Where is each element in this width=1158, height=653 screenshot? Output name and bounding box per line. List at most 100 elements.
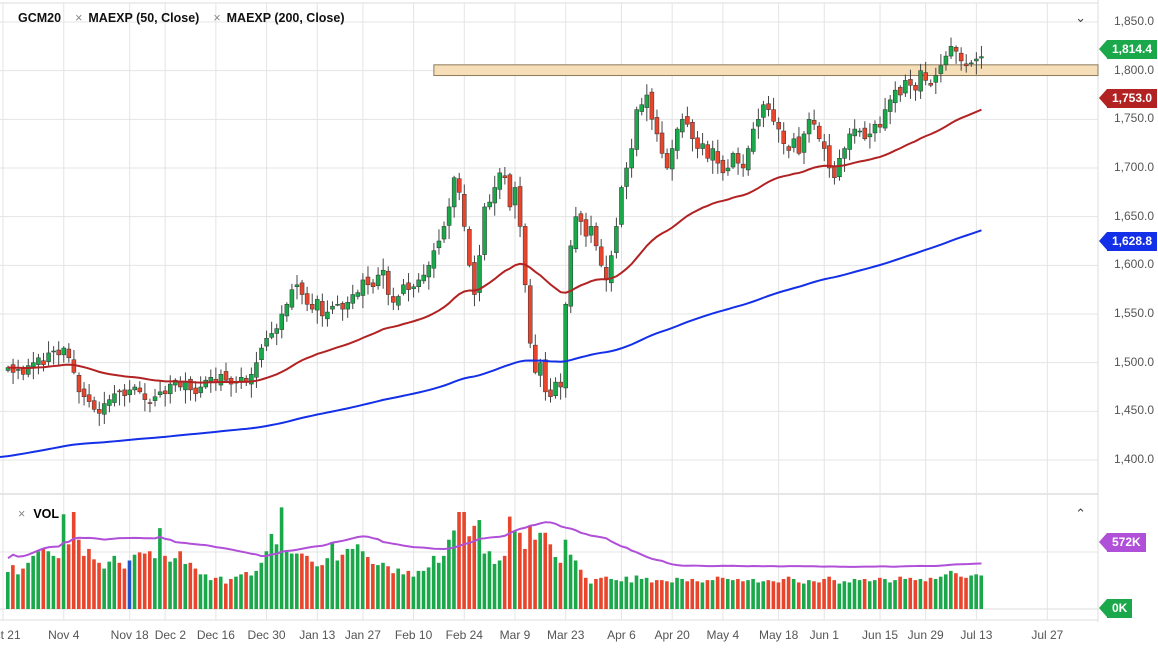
- close-icon[interactable]: ×: [18, 507, 26, 521]
- candle-up: [36, 357, 41, 365]
- volume-bar: [97, 562, 101, 609]
- candle-up: [492, 187, 497, 204]
- volume-bar: [26, 562, 30, 609]
- volume-bar: [796, 582, 801, 609]
- volume-bar: [36, 551, 41, 609]
- volume-bar: [274, 544, 279, 609]
- legend-symbol: GCM20: [18, 11, 62, 25]
- candle-down: [507, 174, 513, 208]
- candle-up: [979, 56, 984, 59]
- candle-up: [933, 75, 939, 83]
- candle-down: [406, 282, 411, 290]
- legend-ma200-label: MAEXP (200, Close): [226, 11, 345, 25]
- candle-down: [593, 226, 599, 247]
- candle-down: [735, 153, 741, 164]
- volume-bar: [163, 555, 167, 609]
- volume-bar: [21, 568, 25, 609]
- volume-bar: [391, 573, 395, 609]
- volume-bar: [923, 581, 928, 609]
- candle-down: [649, 91, 655, 120]
- volume-bar: [122, 568, 127, 609]
- candle-up: [26, 365, 31, 375]
- time-tick-label: Jun 29: [907, 628, 944, 642]
- candle-down: [740, 163, 746, 169]
- volume-bar: [609, 578, 613, 609]
- volume-bar: [51, 555, 56, 609]
- candle-up: [482, 206, 487, 255]
- volume-bar: [969, 575, 973, 609]
- volume-bar: [878, 577, 882, 609]
- candle-up: [451, 177, 457, 208]
- candle-up: [421, 274, 426, 282]
- volume-bar: [670, 582, 674, 609]
- volume-bar: [528, 525, 532, 609]
- candle-down: [76, 375, 82, 393]
- candle-up: [882, 109, 888, 129]
- volume-legend: × VOL: [18, 507, 59, 521]
- volume-bar: [918, 578, 923, 609]
- volume-bar: [847, 582, 852, 609]
- volume-bar: [31, 555, 35, 609]
- candle-up: [573, 216, 579, 250]
- candle-up: [938, 65, 944, 74]
- candle-up: [568, 245, 574, 307]
- candle-down: [522, 226, 528, 286]
- volume-bar: [452, 530, 456, 609]
- candle-down: [456, 178, 462, 193]
- candle-down: [147, 402, 153, 404]
- volume-bar: [325, 558, 330, 609]
- candle-up: [360, 279, 366, 296]
- candle-up: [634, 109, 639, 150]
- volume-bar: [467, 536, 471, 609]
- candle-up: [974, 58, 979, 62]
- candle-up: [284, 304, 290, 317]
- candle-up: [806, 119, 812, 135]
- volume-bar: [665, 581, 669, 609]
- legend-ma50[interactable]: × MAEXP (50, Close): [75, 11, 199, 25]
- volume-bar: [654, 580, 659, 609]
- volume-bar: [92, 559, 96, 609]
- candle-up: [756, 119, 761, 127]
- price-tick-label: 1,550.0: [1114, 305, 1155, 320]
- time-tick-label: Jul 13: [960, 628, 993, 642]
- volume-bar: [360, 551, 365, 609]
- candle-up: [761, 104, 766, 118]
- collapse-chevron-up-icon[interactable]: ⌃: [1075, 506, 1086, 521]
- legend-ma50-label: MAEXP (50, Close): [88, 11, 200, 25]
- candle-up: [512, 187, 518, 206]
- time-tick-label: Dec 30: [247, 628, 286, 642]
- volume-bar: [690, 578, 695, 609]
- candle-up: [837, 158, 842, 178]
- close-icon[interactable]: ×: [75, 11, 83, 25]
- price-tick-label: 1,500.0: [1114, 354, 1155, 369]
- candle-up: [173, 379, 178, 386]
- volume-bar: [928, 577, 933, 609]
- volume-bar: [741, 581, 745, 609]
- candle-up: [872, 123, 878, 134]
- candle-down: [786, 146, 792, 151]
- volume-bar: [320, 565, 324, 609]
- candle-down: [66, 348, 72, 359]
- volume-bar: [776, 582, 781, 609]
- volume-bar: [751, 578, 755, 609]
- candle-up: [127, 389, 132, 396]
- candle-down: [340, 303, 345, 310]
- last-price-tag: 1,814.4: [1098, 40, 1158, 59]
- candle-down: [715, 151, 721, 164]
- candle-up: [791, 138, 797, 148]
- time-tick-label: Nov 18: [110, 628, 149, 642]
- candle-up: [446, 206, 452, 226]
- legend-ma200[interactable]: × MAEXP (200, Close): [213, 11, 344, 25]
- volume-bar: [675, 577, 679, 609]
- close-icon[interactable]: ×: [213, 11, 221, 25]
- volume-bar: [66, 544, 71, 609]
- candle-down: [705, 144, 710, 159]
- volume-bar: [112, 555, 117, 609]
- candle-up: [436, 240, 442, 249]
- candle-down: [690, 121, 695, 140]
- collapse-chevron-down-icon[interactable]: ⌄: [1075, 10, 1086, 25]
- volume-bar: [158, 528, 162, 609]
- volume-bar: [731, 580, 735, 609]
- volume-bar: [82, 555, 86, 609]
